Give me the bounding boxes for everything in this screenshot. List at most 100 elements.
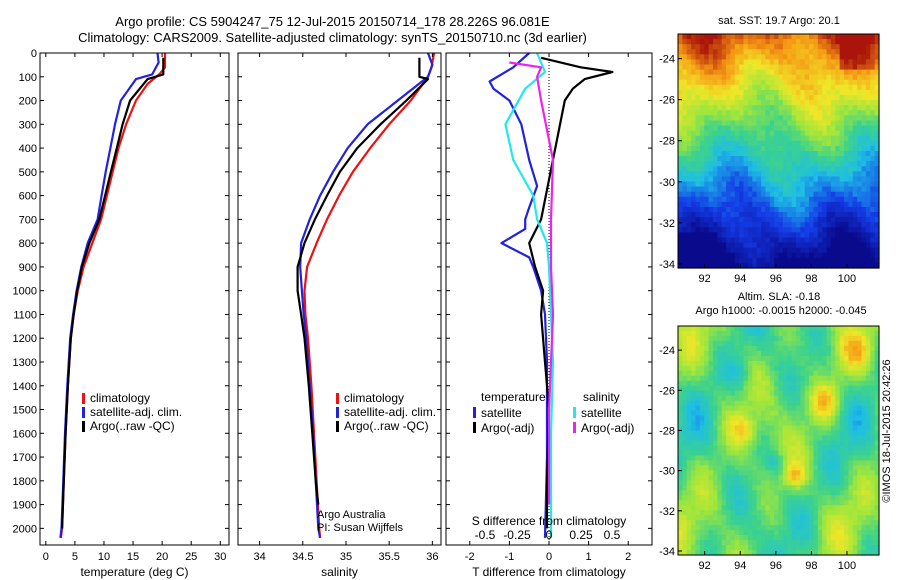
- x-tick-label-0-2: 10: [98, 551, 110, 563]
- panel-frame-1: [237, 52, 442, 546]
- y-tick-label-6: 600: [19, 191, 37, 203]
- x-tick-label-1-2: 35: [340, 551, 352, 563]
- sst-map-title: sat. SST: 19.7 Argo: 20.1: [718, 15, 840, 27]
- y-tick-label-20: 2000: [13, 523, 37, 535]
- y-tick-label-18: 1800: [13, 476, 37, 488]
- series-line-2-2: [504, 52, 555, 538]
- annotation-pi: PI: Susan Wijffels: [317, 522, 403, 534]
- sst-map-ytick-label-2: -28: [659, 136, 675, 148]
- sla-map-title: Altim. SLA: -0.18: [737, 291, 821, 303]
- x-tick-label-2-3: 1: [586, 551, 592, 563]
- x2-tick-label-1: -0.25: [503, 528, 531, 542]
- y-tick-label-15: 1500: [13, 405, 37, 417]
- y-tick-label-13: 1300: [13, 357, 37, 369]
- x-tick-label-2-0: -2: [465, 551, 475, 563]
- legend-swatch-0-1: [82, 407, 85, 418]
- series-line-0-1: [59, 52, 160, 539]
- legend-swatch-1-0: [336, 393, 339, 404]
- diff-legend-title-1: salinity: [583, 390, 620, 404]
- series-line-1-1: [299, 52, 434, 539]
- y-tick-label-2: 200: [19, 96, 37, 108]
- x-tick-label-2-4: 2: [625, 551, 631, 563]
- annotation-argo-australia: Argo Australia: [317, 509, 386, 521]
- sst-map-xtick-label-3: 98: [805, 273, 817, 285]
- x-tick-label-0-0: 0: [43, 551, 49, 563]
- series-line-0-2: [61, 57, 165, 529]
- sst-map-ytick-label-3: -30: [659, 177, 675, 189]
- sla-map-ytick-label-2: -28: [659, 425, 675, 437]
- diff-legend-label-0-1: Argo(-adj): [481, 421, 534, 435]
- x-tick-label-1-4: 36: [426, 551, 438, 563]
- x-tick-label-2-1: -1: [504, 551, 514, 563]
- y-tick-label-10: 1000: [13, 286, 37, 298]
- x-tick-label-0-5: 25: [185, 551, 197, 563]
- sst-map-xtick-label-2: 96: [770, 273, 782, 285]
- y-tick-label-12: 1200: [13, 333, 37, 345]
- legend-label-1-0: climatology: [344, 391, 404, 405]
- legend-label-0-1: satellite-adj. clim.: [90, 405, 182, 419]
- sst-map-ytick-label-4: -32: [659, 218, 675, 230]
- legend-label-1-1: satellite-adj. clim.: [344, 405, 436, 419]
- x-tick-label-0-3: 15: [127, 551, 139, 563]
- x-tick-label-0-6: 30: [214, 551, 226, 563]
- legend-swatch-1-1: [336, 407, 339, 418]
- sla-map-xtick-label-4: 100: [838, 560, 856, 572]
- y-tick-label-17: 1700: [13, 452, 37, 464]
- sst-map-xtick-label-0: 92: [699, 273, 711, 285]
- x-axis-label-0: temperature (deg C): [80, 565, 188, 579]
- y-tick-label-4: 400: [19, 143, 37, 155]
- chart-title-line2: Climatology: CARS2009. Satellite-adjuste…: [78, 30, 587, 45]
- diff-legend-swatch-0-1: [473, 422, 476, 433]
- diff-legend-swatch-1-0: [573, 407, 576, 418]
- sla-map-ytick-label-4: -32: [659, 506, 675, 518]
- series-line-1-2: [296, 57, 430, 505]
- x-axis-label-1: salinity: [321, 565, 358, 579]
- diff-legend-label-1-1: Argo(-adj): [581, 421, 634, 435]
- sla-map-ytick-label-3: -30: [659, 466, 675, 478]
- y-tick-label-5: 500: [19, 167, 37, 179]
- y-tick-label-9: 900: [19, 262, 37, 274]
- legend-swatch-1-2: [336, 421, 339, 432]
- x2-tick-label-2: 0: [546, 528, 553, 542]
- sst-map-ytick-label-0: -24: [659, 54, 675, 66]
- sst-map-frame: [677, 33, 880, 269]
- y-tick-label-14: 1400: [13, 381, 37, 393]
- y-tick-label-8: 800: [19, 238, 37, 250]
- panel-frame-0: [39, 52, 230, 546]
- legend-swatch-0-0: [82, 393, 85, 404]
- sst-map-ytick-label-5: -34: [659, 259, 675, 271]
- x-tick-label-1-3: 35.5: [378, 551, 399, 563]
- x-axis-label-2: T difference from climatology: [472, 565, 626, 579]
- y-tick-label-0: 0: [31, 48, 37, 60]
- diff-legend-swatch-0-0: [473, 407, 476, 418]
- y-tick-label-1: 100: [19, 72, 37, 84]
- sla-map-xtick-label-3: 98: [805, 560, 817, 572]
- x-tick-label-0-4: 20: [156, 551, 168, 563]
- imos-timestamp: ©IMOS 18-Jul-2015 20:42:26: [881, 359, 893, 503]
- x-tick-label-2-2: 0: [546, 551, 552, 563]
- sst-map-xtick-label-1: 94: [734, 273, 746, 285]
- sla-map-ytick-label-1: -26: [659, 385, 675, 397]
- series-line-2-3: [509, 61, 555, 505]
- sla-map-xtick-label-1: 94: [734, 560, 746, 572]
- legend-label-0-2: Argo(..raw -QC): [90, 419, 175, 433]
- sst-map-heatmap: [678, 34, 880, 269]
- legend-label-0-0: climatology: [90, 391, 150, 405]
- y-tick-label-16: 1600: [13, 428, 37, 440]
- chart-title-line1: Argo profile: CS 5904247_75 12-Jul-2015 …: [115, 14, 550, 29]
- sst-map-ytick-label-1: -26: [659, 95, 675, 107]
- legend-label-1-2: Argo(..raw -QC): [344, 419, 429, 433]
- y-tick-label-7: 700: [19, 214, 37, 226]
- sst-map-xtick-label-4: 100: [838, 273, 856, 285]
- sla-map-subtitle: Argo h1000: -0.0015 h2000: -0.045: [695, 305, 867, 317]
- diff-legend-label-1-0: satellite: [581, 406, 622, 420]
- y-tick-label-3: 300: [19, 119, 37, 131]
- diff-legend-title-0: temperature: [481, 390, 546, 404]
- diff-legend-label-0-0: satellite: [481, 406, 522, 420]
- x2-tick-label-0: -0.5: [475, 528, 496, 542]
- x2-axis-label: S difference from climatology: [472, 514, 627, 528]
- y-tick-label-11: 1100: [13, 309, 37, 321]
- series-line-1-0: [303, 52, 436, 539]
- sla-map-frame: [677, 325, 880, 556]
